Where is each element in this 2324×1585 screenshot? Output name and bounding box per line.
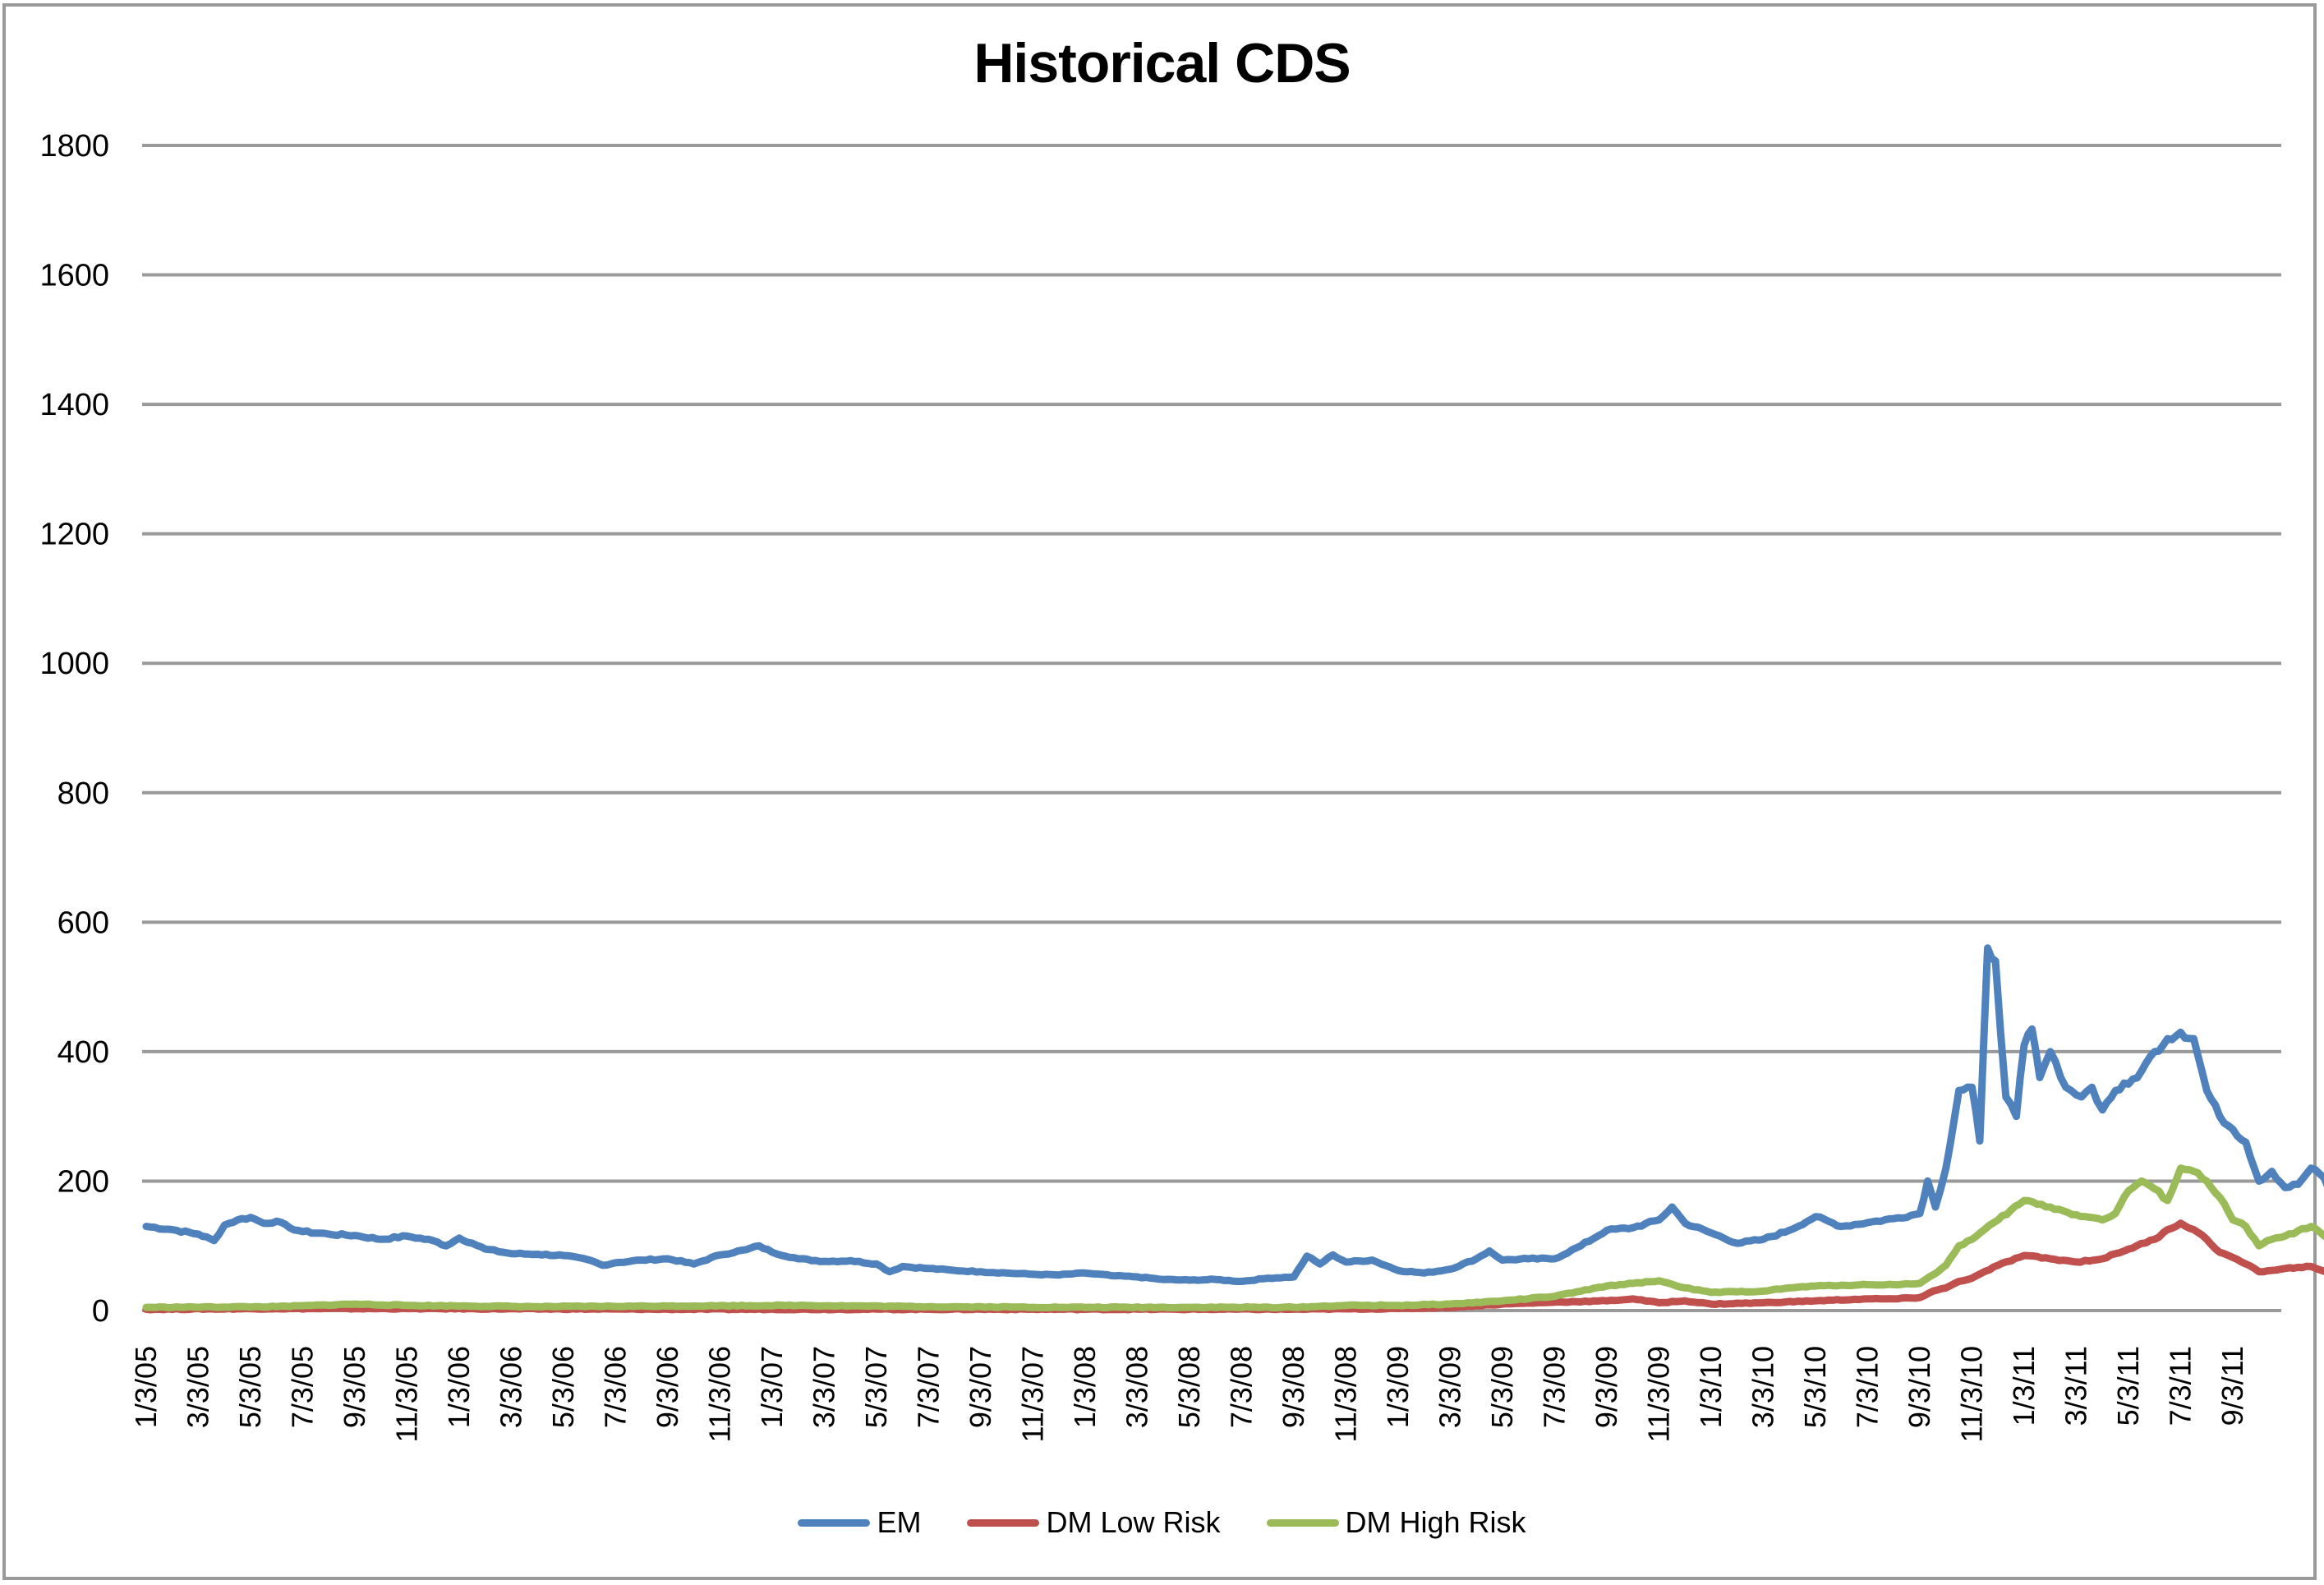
x-tick-label: 9/3/06 xyxy=(651,1346,684,1428)
x-tick-label: 1/3/10 xyxy=(1694,1346,1728,1428)
legend-swatch-em-icon xyxy=(798,1518,871,1527)
x-tick-label: 11/3/06 xyxy=(703,1346,737,1442)
series-line-dm-low-risk xyxy=(142,1219,2324,1314)
x-tick-label: 5/3/08 xyxy=(1172,1346,1206,1428)
legend-swatch-dm-high-risk-icon xyxy=(1266,1518,1339,1527)
y-tick-label: 1800 xyxy=(39,129,109,164)
y-axis-labels: 0 200 400 600 800 1000 1200 1400 1600 1800 xyxy=(39,129,109,1329)
x-axis-labels: 1/3/05 3/3/05 5/3/05 7/3/05 9/3/05 11/3/05 1/3… xyxy=(129,1346,2249,1442)
x-tick-label: 9/3/05 xyxy=(338,1346,371,1428)
y-tick-label: 800 xyxy=(58,776,109,811)
x-tick-label: 7/3/10 xyxy=(1851,1346,1885,1428)
legend-item-em: EM xyxy=(798,1505,921,1540)
series-line-dm-high-risk xyxy=(142,1164,2324,1312)
x-tick-label: 9/3/10 xyxy=(1903,1346,1936,1428)
legend-label: EM xyxy=(877,1505,922,1539)
x-tick-label: 5/3/07 xyxy=(859,1346,893,1428)
x-tick-label: 3/3/07 xyxy=(808,1346,841,1428)
x-tick-label: 3/3/10 xyxy=(1746,1346,1780,1428)
x-tick-label: 5/3/06 xyxy=(546,1346,580,1428)
data-series xyxy=(142,944,2324,1314)
x-tick-label: 1/3/05 xyxy=(129,1346,163,1428)
x-tick-label: 7/3/05 xyxy=(286,1346,320,1428)
legend-label: DM High Risk xyxy=(1345,1505,1526,1539)
x-tick-label: 7/3/09 xyxy=(1538,1346,1572,1428)
x-tick-label: 1/3/09 xyxy=(1381,1346,1415,1428)
x-tick-label: 11/3/08 xyxy=(1329,1346,1363,1442)
x-tick-label: 9/3/11 xyxy=(2216,1346,2249,1426)
legend: EM DM Low Risk DM High Risk xyxy=(0,1505,2324,1540)
x-tick-label: 5/3/11 xyxy=(2111,1346,2145,1426)
x-tick-label: 1/3/07 xyxy=(755,1346,789,1428)
x-tick-label: 3/3/08 xyxy=(1121,1346,1154,1428)
x-tick-label: 1/3/11 xyxy=(2007,1346,2041,1426)
x-tick-label: 5/3/05 xyxy=(233,1346,267,1428)
x-tick-label: 11/3/05 xyxy=(390,1346,424,1442)
x-tick-label: 3/3/11 xyxy=(2059,1346,2093,1426)
x-tick-label: 7/3/06 xyxy=(599,1346,633,1428)
x-tick-label: 9/3/09 xyxy=(1590,1346,1623,1428)
legend-item-dm-low-risk: DM Low Risk xyxy=(967,1505,1221,1540)
x-tick-label: 7/3/08 xyxy=(1225,1346,1259,1428)
x-tick-label: 9/3/07 xyxy=(964,1346,997,1428)
legend-item-dm-high-risk: DM High Risk xyxy=(1266,1505,1526,1540)
y-tick-label: 0 xyxy=(92,1294,109,1329)
x-tick-label: 11/3/10 xyxy=(1955,1346,1989,1442)
x-tick-label: 3/3/05 xyxy=(182,1346,215,1428)
y-tick-label: 1000 xyxy=(39,647,109,681)
chart-title: Historical CDS xyxy=(973,32,1351,94)
x-tick-label: 7/3/07 xyxy=(912,1346,946,1428)
x-tick-label: 11/3/07 xyxy=(1016,1346,1050,1442)
x-tick-label: 11/3/09 xyxy=(1642,1346,1676,1442)
x-tick-label: 5/3/10 xyxy=(1798,1346,1832,1428)
x-tick-label: 9/3/08 xyxy=(1277,1346,1310,1428)
y-tick-label: 400 xyxy=(58,1035,109,1070)
gridlines xyxy=(142,144,2281,1312)
y-tick-label: 1200 xyxy=(39,518,109,552)
series-line-em xyxy=(142,944,2324,1285)
legend-swatch-dm-low-risk-icon xyxy=(967,1518,1040,1527)
y-tick-label: 1600 xyxy=(39,259,109,293)
y-tick-label: 600 xyxy=(58,905,109,940)
x-tick-label: 1/3/06 xyxy=(442,1346,476,1428)
x-tick-label: 7/3/11 xyxy=(2164,1346,2197,1426)
x-tick-label: 5/3/09 xyxy=(1485,1346,1519,1428)
y-tick-label: 1400 xyxy=(39,388,109,422)
x-tick-label: 3/3/06 xyxy=(495,1346,528,1428)
x-tick-label: 1/3/08 xyxy=(1068,1346,1102,1428)
y-tick-label: 200 xyxy=(58,1164,109,1199)
legend-label: DM Low Risk xyxy=(1046,1505,1221,1539)
x-tick-label: 3/3/09 xyxy=(1434,1346,1467,1428)
